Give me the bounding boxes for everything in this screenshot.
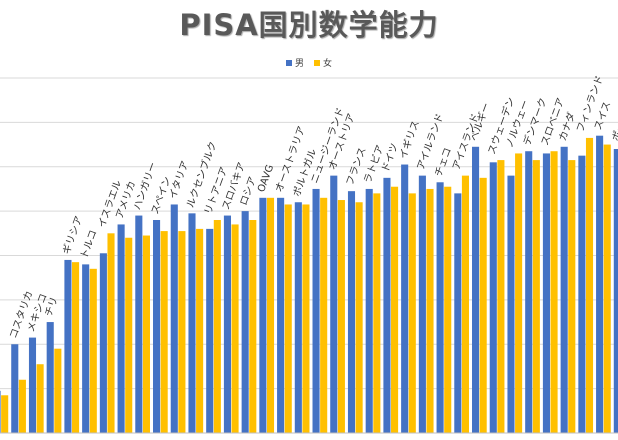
chart-legend: 男 女 xyxy=(0,56,618,69)
bar-female xyxy=(391,186,399,433)
bar-female xyxy=(249,220,257,433)
bar-male xyxy=(383,177,391,433)
bar-female xyxy=(231,224,239,433)
bar-female xyxy=(479,177,487,433)
legend-label-female: 女 xyxy=(323,59,333,69)
category-label: イギリス xyxy=(397,119,422,161)
chart-title: PISA国別数学能力 xyxy=(179,8,439,42)
bar-female xyxy=(550,151,558,433)
bar-male xyxy=(135,215,143,433)
bar-male xyxy=(472,146,480,433)
bar-female xyxy=(532,160,540,433)
bar-male xyxy=(347,191,356,433)
bar-male xyxy=(188,213,196,433)
bar-male xyxy=(613,149,618,433)
bar-male xyxy=(46,322,54,433)
bar-male xyxy=(596,135,604,433)
legend-label-male: 男 xyxy=(294,59,304,69)
bar-male xyxy=(330,175,338,434)
bar-male xyxy=(82,264,90,434)
legend-item-male: 男 xyxy=(285,56,304,69)
bar-female xyxy=(284,204,292,433)
bar-female xyxy=(444,186,452,433)
category-label: ポーランド xyxy=(610,92,618,143)
bar-female xyxy=(36,364,44,433)
bar-female xyxy=(18,379,26,433)
bar-female xyxy=(125,237,133,433)
bar-male xyxy=(401,164,409,433)
bar-female xyxy=(337,200,345,433)
bar-male xyxy=(117,224,125,433)
bar-female xyxy=(266,197,275,433)
bar-female xyxy=(213,220,221,433)
category-label: チェコ xyxy=(432,146,454,178)
bar-female xyxy=(603,144,611,433)
bar-male xyxy=(312,188,320,433)
bar-male xyxy=(418,175,426,434)
bar-female xyxy=(107,233,115,433)
bar-male xyxy=(294,202,302,433)
bar-female xyxy=(373,193,381,433)
bar-male xyxy=(11,344,19,433)
bar-female xyxy=(585,137,594,433)
bar-female xyxy=(320,197,328,433)
bar-female xyxy=(72,262,80,433)
bar-female xyxy=(1,395,9,433)
bar-female xyxy=(515,153,523,433)
legend-item-female: 女 xyxy=(314,56,332,69)
bar-male xyxy=(436,182,444,433)
bar-male xyxy=(223,215,231,433)
bar-female xyxy=(89,268,97,433)
bar-female xyxy=(142,235,150,433)
bar-male xyxy=(542,153,550,433)
bar-male xyxy=(259,197,267,433)
bar-female xyxy=(178,231,186,433)
bar-male xyxy=(64,259,72,433)
bar-female xyxy=(302,204,310,433)
bar-female xyxy=(426,188,434,433)
bar-male xyxy=(560,146,568,433)
bar-male xyxy=(489,162,497,433)
bar-male xyxy=(525,151,533,433)
bar-female xyxy=(568,160,576,433)
bar-female xyxy=(160,231,168,433)
bar-female xyxy=(196,228,204,433)
bar-male xyxy=(277,197,285,433)
bar-female xyxy=(461,175,469,434)
bar-male xyxy=(507,175,515,434)
bar-male xyxy=(28,337,37,433)
bar-male xyxy=(153,220,161,433)
bar-female xyxy=(497,160,505,433)
legend-swatch-male xyxy=(285,59,292,66)
bar-male xyxy=(170,204,178,433)
bar-female xyxy=(355,202,363,433)
bar-male xyxy=(578,155,586,433)
bar-male xyxy=(206,228,214,433)
bar-female xyxy=(408,193,416,433)
bar-male xyxy=(0,390,1,433)
bar-male xyxy=(241,211,249,434)
bar-male xyxy=(365,188,373,433)
legend-swatch-female xyxy=(314,59,320,66)
bar-male xyxy=(454,193,462,433)
bar-male xyxy=(99,253,107,433)
bar-female xyxy=(54,348,62,433)
